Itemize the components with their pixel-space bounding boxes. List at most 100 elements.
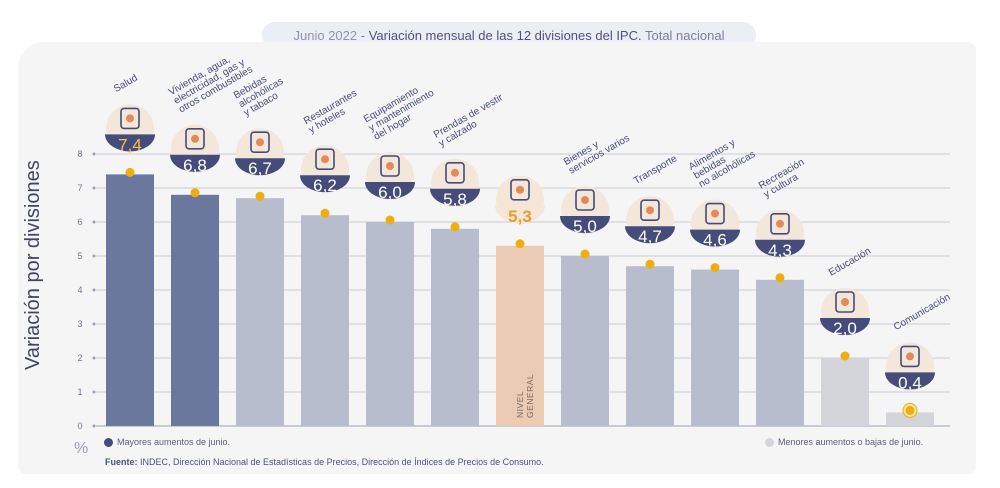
value-label: 4,7 [638, 227, 662, 246]
value-badge [105, 134, 155, 152]
category-label-line: Educación [827, 246, 873, 279]
legend-high-swatch [104, 437, 113, 447]
notebook-icon [835, 291, 855, 313]
marker-dot [385, 215, 395, 225]
marker-dot [775, 273, 785, 283]
washing-machine-icon-accent [386, 162, 394, 170]
category-label: Educación [827, 246, 873, 279]
washing-machine-icon [380, 155, 400, 177]
unit-label: % [74, 440, 89, 457]
bar [171, 194, 219, 426]
washing-machine-icon-shape [380, 155, 400, 177]
plate-cutlery-icon-accent [321, 155, 329, 164]
tshirt-icon-shape [445, 162, 465, 184]
value-label: 5,0 [573, 217, 597, 236]
value-label: 6,0 [378, 183, 402, 202]
value-badge [495, 205, 545, 223]
comb-scissors-icon-shape [575, 189, 595, 211]
plate-cutlery-icon-shape [315, 148, 335, 170]
value-badge [300, 175, 350, 193]
marker-dot [580, 249, 590, 259]
y-tick-dot [92, 254, 96, 258]
comb-scissors-icon [575, 189, 595, 211]
marker-dot [255, 191, 265, 201]
title-scope: Total nacional [641, 27, 725, 43]
legend-low-label: Menores aumentos o bajas de junio. [778, 437, 924, 447]
y-tick-label: 7 [77, 183, 82, 193]
marker-dot [450, 222, 460, 232]
source-text: INDEC, Dirección Nacional de Estadística… [137, 457, 544, 467]
title-separator: - [357, 27, 369, 43]
health-cross-icon-shape [120, 107, 140, 130]
bar [106, 174, 154, 426]
y-tick-label: 3 [77, 319, 82, 329]
title-date: Junio 2022 [293, 27, 358, 43]
y-tick-dot [92, 356, 96, 360]
value-badge [170, 154, 220, 172]
category-label: Recreacióny cultura [757, 157, 811, 200]
bar [496, 245, 544, 426]
wine-bottle-icon-accent [256, 138, 264, 147]
source-note: Fuente: INDEC, Dirección Nacional de Est… [105, 457, 544, 467]
value-badge [885, 372, 935, 390]
health-cross-icon [120, 107, 140, 130]
bar [756, 279, 804, 426]
y-tick-label: 1 [77, 387, 82, 397]
bar [886, 412, 934, 426]
value-label: 5,3 [508, 207, 532, 226]
legend-high: Mayores aumentos de junio. [104, 437, 230, 447]
lightbulb-icon-accent [191, 134, 199, 143]
y-tick-dot [92, 424, 96, 428]
value-label: 6,2 [313, 176, 337, 195]
bar [301, 215, 349, 426]
category-label: NIVELGENERAL [515, 374, 535, 418]
y-tick-label: 0 [77, 421, 82, 431]
smartphone-icon-accent [906, 352, 914, 361]
category-label: Comunicación [892, 292, 952, 333]
marker-dot [320, 208, 330, 218]
smartphone-icon [900, 345, 920, 368]
value-label: 5,8 [443, 190, 467, 209]
bar [691, 269, 739, 426]
category-label: Alimentos ybebidasno alcohólicas [687, 132, 757, 191]
plate-cutlery-icon [315, 148, 335, 170]
wine-bottle-icon-shape [250, 131, 270, 153]
category-label-line: Salud [112, 73, 140, 95]
category-label: Equipamientoy mantenimientodel hogar [362, 79, 441, 143]
legend-low: Menores aumentos o bajas de junio. [765, 437, 923, 447]
y-tick-dot [92, 220, 96, 224]
bar [626, 266, 674, 426]
value-label: 6,8 [183, 156, 207, 175]
chicken-food-icon-accent [711, 209, 719, 218]
category-label: Restaurantesy hoteles [302, 88, 364, 136]
y-tick-dot [92, 288, 96, 292]
umbrella-sun-icon-shape [770, 213, 790, 235]
marker-dot [125, 167, 135, 177]
value-badge [560, 216, 610, 233]
notebook-icon-accent [841, 298, 849, 306]
umbrella-sun-icon-accent [776, 219, 784, 228]
y-tick-label: 5 [77, 251, 82, 261]
source-label: Fuente: [105, 457, 138, 467]
wine-bottle-icon [250, 131, 270, 153]
value-label: 0,4 [898, 373, 922, 392]
marker-dot [905, 405, 915, 415]
category-label: Transporte [632, 153, 679, 187]
bar [561, 256, 609, 426]
category-label: Bienes yservicios varios [562, 124, 632, 176]
value-label: 7,4 [118, 135, 142, 154]
category-label-line: Transporte [632, 153, 679, 187]
lightbulb-icon-shape [185, 128, 205, 150]
value-badge [690, 229, 740, 247]
tshirt-icon-accent [451, 168, 459, 177]
marker-dot [190, 188, 200, 198]
marker-dot [840, 351, 850, 361]
value-label: 2,0 [833, 319, 857, 338]
bus-car-icon-accent [646, 206, 654, 215]
shopping-basket-icon-shape [510, 179, 530, 201]
bus-car-icon-shape [640, 199, 660, 221]
lightbulb-icon [185, 128, 205, 150]
value-badge [820, 318, 870, 335]
umbrella-sun-icon [770, 213, 790, 235]
